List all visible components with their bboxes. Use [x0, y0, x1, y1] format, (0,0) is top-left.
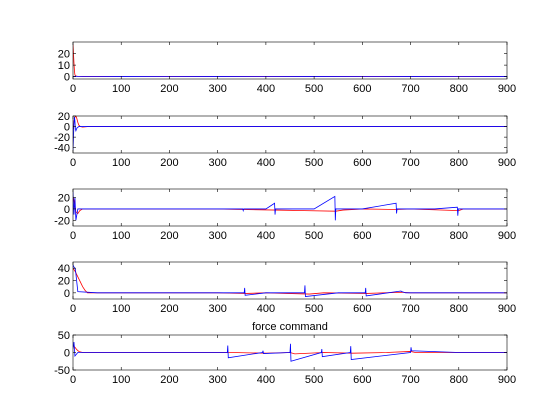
- x-tick-label: 200: [160, 230, 178, 242]
- y-tick-label: 10: [58, 60, 70, 72]
- x-tick-label: 300: [208, 83, 226, 95]
- x-tick-label: 700: [401, 157, 419, 169]
- series-line-2: [73, 191, 507, 221]
- x-tick-label: 900: [498, 374, 516, 386]
- x-tick-label: 900: [498, 83, 516, 95]
- y-tick-label: -20: [54, 215, 70, 227]
- x-tick-label: 200: [160, 303, 178, 315]
- y-tick-label: 40: [58, 263, 70, 275]
- x-tick-label: 700: [401, 230, 419, 242]
- x-tick-label: 700: [401, 374, 419, 386]
- x-tick-label: 200: [160, 374, 178, 386]
- x-tick-label: 0: [70, 157, 76, 169]
- x-tick-label: 200: [160, 157, 178, 169]
- x-tick-label: 100: [112, 157, 130, 169]
- series-line-2: [73, 341, 507, 362]
- x-tick-label: 0: [70, 83, 76, 95]
- x-tick-label: 600: [353, 230, 371, 242]
- axes-box: [72, 115, 508, 154]
- x-tick-label: 900: [498, 230, 516, 242]
- x-tick-label: 0: [70, 230, 76, 242]
- axes-box: [72, 188, 508, 227]
- y-tick-label: -50: [54, 365, 70, 377]
- x-tick-label: 100: [112, 230, 130, 242]
- y-tick-label: -20: [54, 132, 70, 144]
- x-tick-label: 500: [305, 230, 323, 242]
- x-tick-label: 900: [498, 157, 516, 169]
- x-tick-label: 500: [305, 83, 323, 95]
- axes-box: [72, 41, 508, 80]
- x-tick-label: 500: [305, 303, 323, 315]
- x-tick-label: 400: [257, 303, 275, 315]
- x-tick-label: 400: [257, 230, 275, 242]
- y-tick-label: 20: [58, 193, 70, 205]
- x-tick-label: 400: [257, 83, 275, 95]
- x-tick-label: 600: [353, 374, 371, 386]
- x-tick-label: 800: [450, 374, 468, 386]
- chart-title: force command: [252, 321, 328, 333]
- x-tick-label: 500: [305, 157, 323, 169]
- y-tick-label: 0: [64, 348, 70, 360]
- x-tick-label: 0: [70, 303, 76, 315]
- x-tick-label: 100: [112, 303, 130, 315]
- x-tick-label: 600: [353, 157, 371, 169]
- x-tick-label: 900: [498, 303, 516, 315]
- x-tick-label: 400: [257, 374, 275, 386]
- subplot-5: 0 100 200 300 400 500 600 700 800 900-50050force …: [54, 321, 516, 386]
- x-tick-label: 100: [112, 83, 130, 95]
- x-tick-label: 800: [450, 83, 468, 95]
- y-tick-label: 0: [64, 288, 70, 300]
- x-tick-label: 600: [353, 83, 371, 95]
- x-tick-label: 300: [208, 230, 226, 242]
- x-tick-label: 700: [401, 303, 419, 315]
- series-line-1: [73, 345, 507, 355]
- x-tick-label: 100: [112, 374, 130, 386]
- y-tick-label: 50: [58, 330, 70, 342]
- x-tick-label: 500: [305, 374, 323, 386]
- y-tick-label: 0: [64, 122, 70, 134]
- x-tick-label: 300: [208, 303, 226, 315]
- series-line-2: [73, 117, 507, 151]
- x-tick-label: 600: [353, 303, 371, 315]
- x-tick-label: 200: [160, 83, 178, 95]
- x-tick-label: 800: [450, 303, 468, 315]
- y-tick-label: 20: [58, 49, 70, 61]
- x-tick-label: 800: [450, 230, 468, 242]
- x-tick-label: 300: [208, 157, 226, 169]
- x-tick-label: 400: [257, 157, 275, 169]
- y-tick-label: 0: [64, 72, 70, 84]
- x-tick-label: 300: [208, 374, 226, 386]
- x-tick-label: 0: [70, 374, 76, 386]
- x-tick-label: 700: [401, 83, 419, 95]
- y-tick-label: 0: [64, 204, 70, 216]
- x-tick-label: 800: [450, 157, 468, 169]
- y-tick-label: 20: [58, 276, 70, 288]
- series-line-2: [73, 264, 507, 297]
- y-tick-label: -40: [54, 143, 70, 155]
- y-tick-label: 20: [58, 111, 70, 123]
